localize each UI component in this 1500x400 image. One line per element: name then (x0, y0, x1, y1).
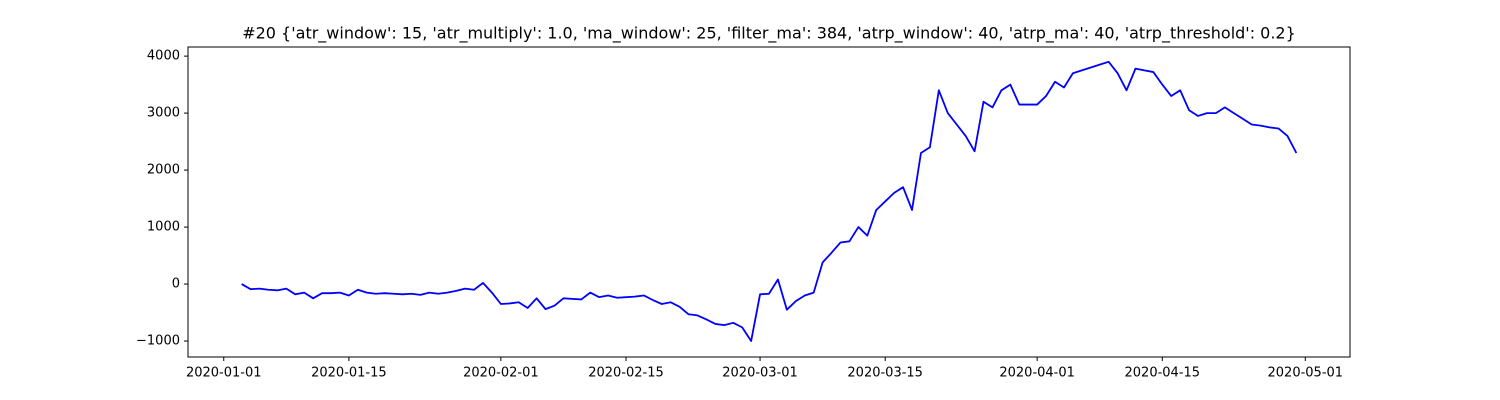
x-tick-label: 2020-02-15 (588, 366, 664, 381)
y-tick-label: 3000 (147, 106, 180, 121)
x-tick-label: 2020-02-01 (463, 366, 539, 381)
x-tick-label: 2020-04-01 (999, 366, 1075, 381)
y-tick-label: 2000 (147, 163, 180, 178)
x-tick-label: 2020-05-01 (1268, 366, 1344, 381)
line-series (241, 60, 1298, 342)
y-tick-label: 1000 (147, 220, 180, 235)
x-tick-label: 2020-03-15 (847, 366, 923, 381)
y-tick-label: 0 (172, 277, 180, 292)
plot-frame (187, 46, 1351, 358)
x-tick-label: 2020-03-01 (722, 366, 798, 381)
y-tick-label: 4000 (147, 49, 180, 64)
y-tick-label: −1000 (136, 334, 180, 349)
x-tick-label: 2020-04-15 (1125, 366, 1201, 381)
x-tick-label: 2020-01-15 (311, 366, 387, 381)
x-tick-label: 2020-01-01 (186, 366, 262, 381)
chart-title: #20 {'atr_window': 15, 'atr_multiply': 1… (242, 24, 1296, 44)
